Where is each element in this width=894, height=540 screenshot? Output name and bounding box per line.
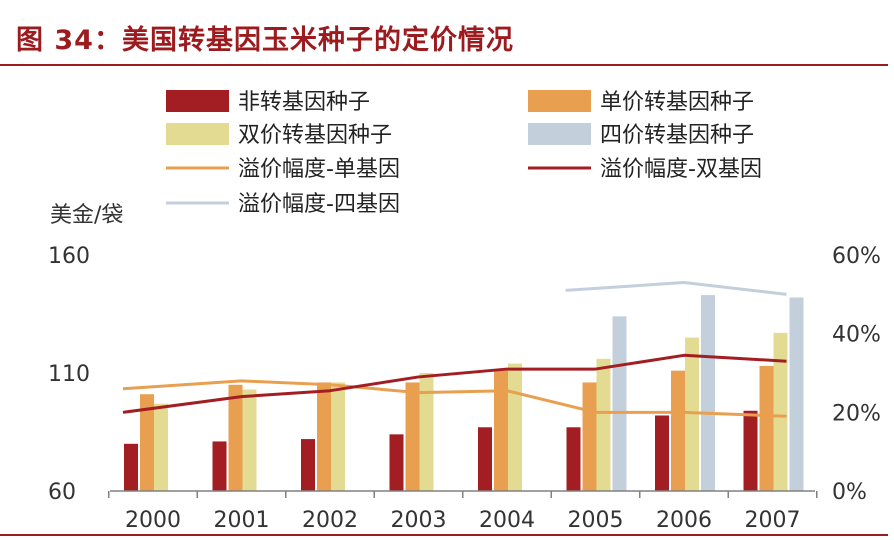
y-right-tick-label: 0% [832,480,867,505]
legend-label-5: 溢价幅度-双基因 [600,157,762,182]
bar-2-2005 [596,358,611,491]
bar-1-2004 [494,370,508,491]
bar-1-2002 [317,382,331,491]
legend-swatch-1 [528,90,591,112]
legend-label-4: 溢价幅度-单基因 [238,157,400,182]
bar-1-2000 [140,394,154,491]
bar-0-2000 [124,443,138,491]
bar-0-2006 [655,415,669,491]
bar-0-2007 [743,410,758,491]
bar-2-2002 [331,382,345,491]
bar-2-2000 [154,403,168,491]
bar-0-2001 [212,441,227,491]
bar-0-2002 [301,439,315,491]
legend-swatch-3 [528,123,591,145]
bar-1-2007 [759,365,774,491]
y-right-tick-label: 40% [832,323,881,348]
bar-3-2006 [701,295,715,491]
y-left-tick-label: 110 [48,362,90,387]
x-tick-label: 2004 [479,508,535,533]
line-series-5 [122,353,787,414]
line-series-6 [565,281,787,296]
y-right-tick-label: 60% [832,244,881,269]
legend-label-3: 四价转基因种子 [600,123,754,148]
bar-0-2003 [389,434,404,491]
x-tick-label: 2005 [568,508,624,533]
y-left-tick-label: 60 [48,480,76,505]
legend-label-0: 非转基因种子 [238,90,370,115]
bar-3-2005 [612,316,627,491]
line-series-4 [122,379,787,418]
x-tick-label: 2002 [302,508,358,533]
legend-label-6: 溢价幅度-四基因 [238,192,400,217]
x-tick-label: 2007 [745,508,801,533]
legend-swatch-0 [166,90,229,112]
bar-1-2005 [582,382,597,491]
bars [124,295,804,491]
lines [122,281,787,418]
bar-1-2006 [671,370,685,491]
bar-0-2005 [566,427,581,491]
y-left-tick-label: 160 [48,244,90,269]
y-right-tick-label: 20% [832,401,881,426]
x-tick-label: 2003 [391,508,447,533]
x-tick-label: 2001 [214,508,270,533]
bar-1-2001 [228,384,243,491]
bottom-rule [0,534,888,536]
bar-2-2006 [685,337,699,491]
x-tick-label: 2006 [656,508,712,533]
bar-2-2003 [419,373,434,491]
bar-0-2004 [478,427,492,491]
bar-3-2007 [789,297,804,491]
legend-swatch-2 [166,123,229,145]
legend-label-1: 单价转基因种子 [600,90,754,115]
bar-1-2003 [405,382,420,491]
figure-title: 图 34：美国转基因玉米种子的定价情况 [16,25,514,56]
legend-label-2: 双价转基因种子 [238,123,392,148]
y-axis-left-label: 美金/袋 [50,203,123,228]
bar-2-2007 [773,332,788,491]
title-rule [0,64,888,66]
axes: 2000 2001 2002 2003 2004 2005 2006 2007 60 110 160… [48,244,881,533]
x-tick-label: 2000 [125,508,181,533]
bar-2-2004 [508,363,522,491]
bar-2-2001 [242,389,257,491]
